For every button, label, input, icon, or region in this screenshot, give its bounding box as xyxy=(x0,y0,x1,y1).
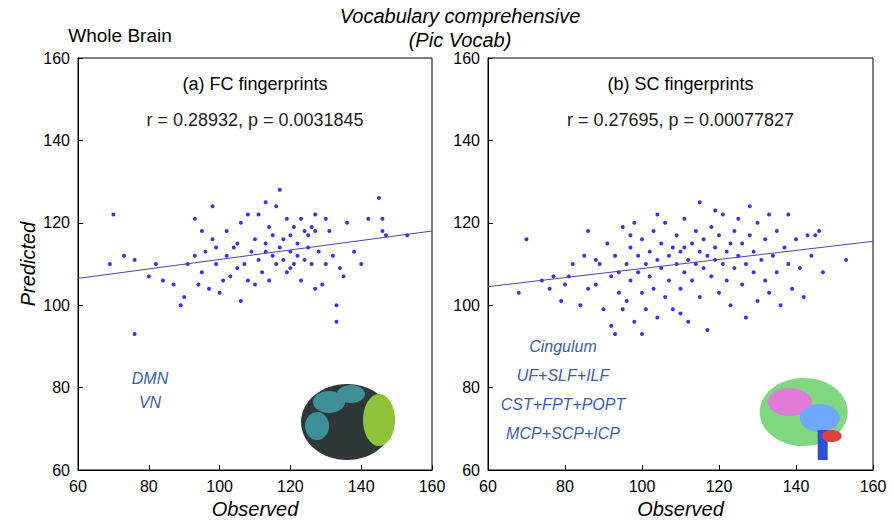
svg-text:100: 100 xyxy=(43,297,70,314)
svg-text:140: 140 xyxy=(348,478,375,495)
svg-text:r = 0.28932, p = 0.0031845: r = 0.28932, p = 0.0031845 xyxy=(146,110,363,130)
svg-text:60: 60 xyxy=(479,478,497,495)
svg-text:(b) SC fingerprints: (b) SC fingerprints xyxy=(607,74,753,94)
svg-text:80: 80 xyxy=(462,379,480,396)
svg-text:160: 160 xyxy=(43,50,70,67)
svg-text:DMN: DMN xyxy=(132,370,169,387)
svg-text:Predicted: Predicted xyxy=(17,221,39,306)
svg-text:Observed: Observed xyxy=(212,498,300,520)
svg-text:100: 100 xyxy=(453,297,480,314)
svg-text:Cingulum: Cingulum xyxy=(529,338,597,355)
svg-text:60: 60 xyxy=(69,478,87,495)
svg-text:160: 160 xyxy=(453,50,480,67)
svg-text:120: 120 xyxy=(706,478,733,495)
svg-text:UF+SLF+ILF: UF+SLF+ILF xyxy=(517,367,611,384)
svg-text:60: 60 xyxy=(462,462,480,479)
svg-text:120: 120 xyxy=(453,214,480,231)
svg-text:Observed: Observed xyxy=(637,498,725,520)
svg-text:80: 80 xyxy=(556,478,574,495)
svg-text:140: 140 xyxy=(453,132,480,149)
svg-text:140: 140 xyxy=(43,132,70,149)
svg-text:Vocabulary comprehensive: Vocabulary comprehensive xyxy=(340,5,581,27)
svg-text:140: 140 xyxy=(783,478,810,495)
svg-text:100: 100 xyxy=(206,478,233,495)
svg-text:120: 120 xyxy=(277,478,304,495)
svg-text:120: 120 xyxy=(43,214,70,231)
svg-text:160: 160 xyxy=(419,478,446,495)
svg-text:CST+FPT+POPT: CST+FPT+POPT xyxy=(501,396,627,413)
svg-text:60: 60 xyxy=(52,462,70,479)
svg-text:80: 80 xyxy=(52,379,70,396)
svg-text:160: 160 xyxy=(860,478,887,495)
svg-text:Whole Brain: Whole Brain xyxy=(68,25,172,46)
svg-text:(a) FC fingerprints: (a) FC fingerprints xyxy=(182,74,327,94)
svg-text:MCP+SCP+ICP: MCP+SCP+ICP xyxy=(506,425,620,442)
svg-text:100: 100 xyxy=(629,478,656,495)
svg-text:VN: VN xyxy=(139,394,162,411)
svg-text:(Pic Vocab): (Pic Vocab) xyxy=(409,29,512,51)
svg-text:80: 80 xyxy=(140,478,158,495)
svg-text:r = 0.27695, p = 0.00077827: r = 0.27695, p = 0.00077827 xyxy=(567,110,794,130)
